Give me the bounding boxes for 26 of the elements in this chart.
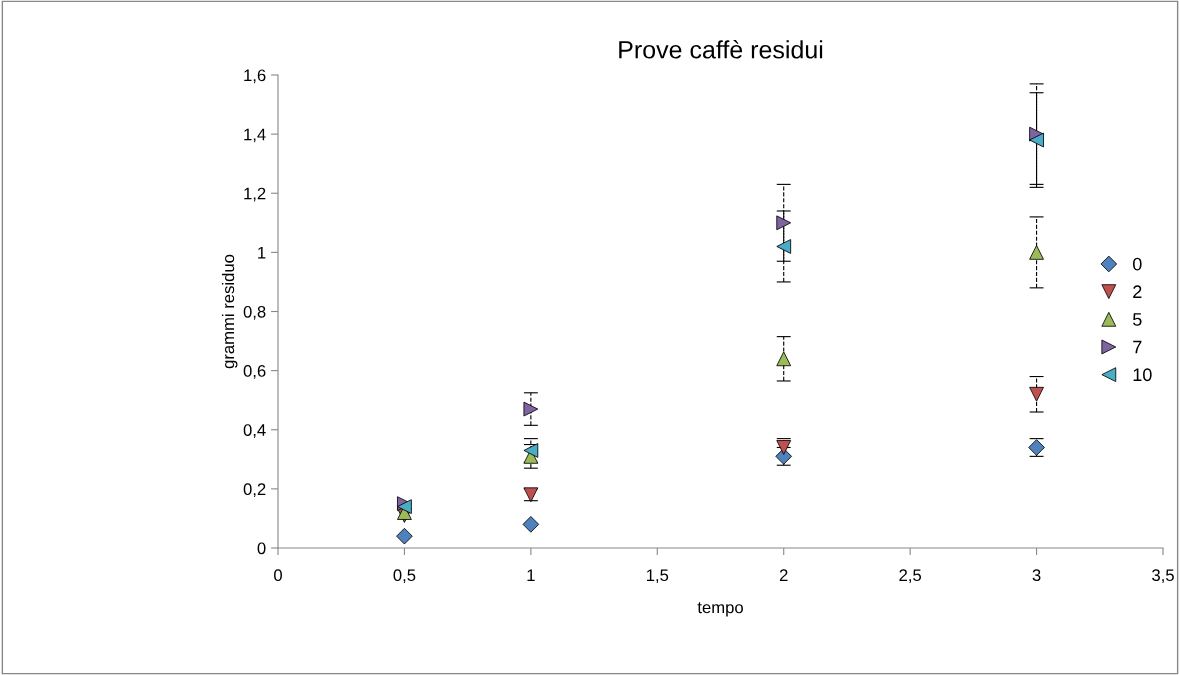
y-tick-label: 1	[258, 246, 266, 259]
x-axis-title: tempo	[697, 602, 743, 617]
x-tick-label: 0,5	[393, 569, 416, 584]
x-tick-label: 3,5	[1152, 569, 1174, 584]
y-tick-label: 0,8	[243, 305, 266, 320]
y-tick-label: 0,4	[243, 424, 266, 438]
x-tick-label: 3	[1032, 569, 1041, 582]
y-axis-title: grammi residuo	[221, 254, 238, 369]
y-tick-label: 0,2	[243, 483, 266, 498]
y-tick-label: 0,6	[243, 365, 266, 379]
legend-label: 2	[1133, 285, 1142, 298]
x-tick-label: 2,5	[899, 569, 922, 584]
x-tick-label: 1	[527, 569, 535, 581]
legend-label: 0	[1132, 257, 1142, 271]
legend-label: 5	[1133, 313, 1142, 326]
legend-label: 10	[1133, 368, 1152, 382]
legend-label: 7	[1133, 340, 1142, 354]
y-tick-label: 1,2	[244, 187, 266, 202]
x-tick-label: 0	[274, 569, 282, 582]
x-tick-label: 1,5	[646, 569, 669, 584]
x-tick-label: 2	[779, 569, 788, 581]
y-tick-label: 1,4	[244, 128, 266, 143]
y-tick-label: 1,6	[244, 69, 266, 84]
point	[776, 351, 792, 367]
y-tick-label: 0	[257, 542, 266, 555]
chart-title: Prove caffè residui	[619, 39, 823, 59]
